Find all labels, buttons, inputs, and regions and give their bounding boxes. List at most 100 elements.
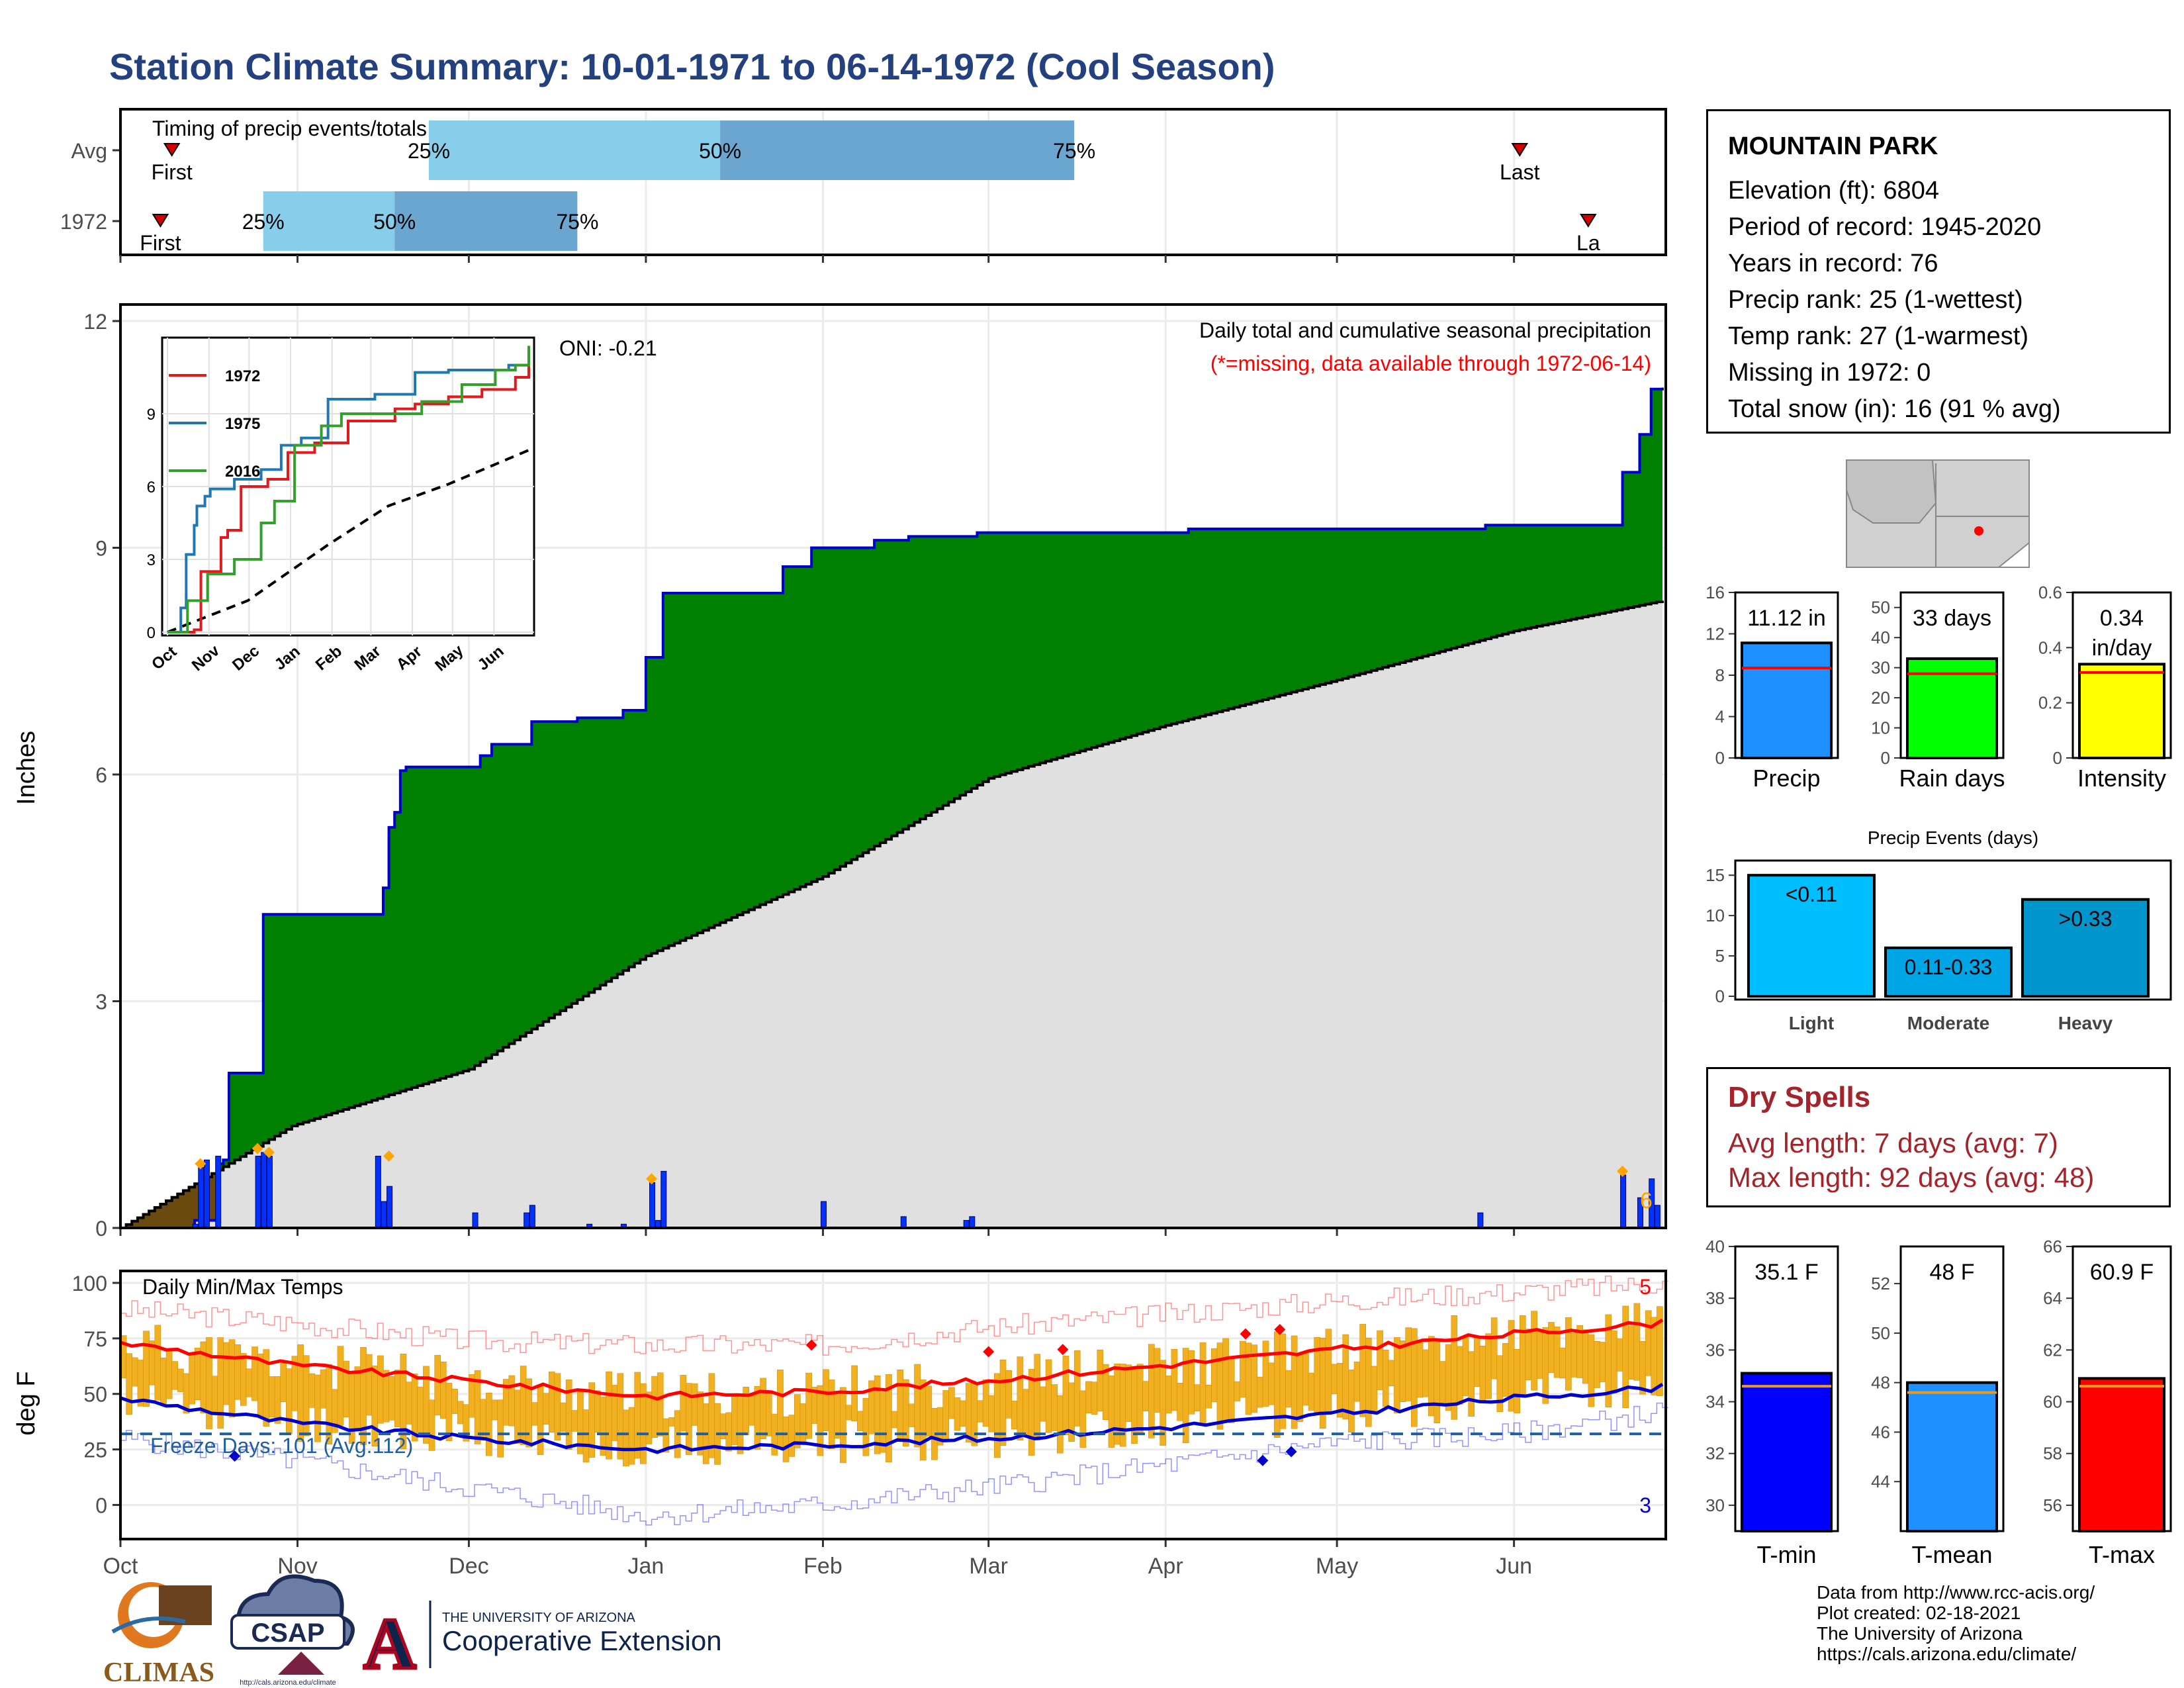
daily-temp-bar xyxy=(1359,1324,1367,1417)
inset-series-line xyxy=(167,353,530,633)
daily-temp-bar xyxy=(1496,1355,1504,1413)
value-label: 48 F xyxy=(1929,1260,1974,1285)
y-tick-label: 34 xyxy=(1706,1392,1725,1412)
daily-temp-bar xyxy=(314,1374,321,1442)
daily-temp-bar xyxy=(908,1403,915,1427)
station-name: MOUNTAIN PARK xyxy=(1728,132,1938,160)
event-category-label: Moderate xyxy=(1907,1013,1989,1033)
daily-temp-bar xyxy=(1154,1348,1161,1413)
daily-temp-bar xyxy=(177,1368,184,1392)
daily-temp-bar xyxy=(1188,1350,1195,1415)
daily-temp-bar xyxy=(548,1372,555,1433)
pct-label: 75% xyxy=(1053,139,1095,163)
inset-legend-label: 1972 xyxy=(225,367,260,385)
credit-line: Plot created: 02-18-2021 xyxy=(1817,1603,2021,1623)
value-bar xyxy=(2078,1377,2165,1532)
bar-panel-name: Rain days xyxy=(1899,765,2005,792)
record-min-line xyxy=(120,1402,1668,1526)
daily-temp-bar xyxy=(925,1385,933,1436)
daily-temp-bar xyxy=(1028,1369,1035,1456)
daily-precip-bar xyxy=(266,1156,273,1229)
y-tick-label: 6 xyxy=(95,763,107,787)
daily-temp-bar xyxy=(211,1376,218,1414)
daily-temp-bar xyxy=(354,1366,361,1429)
y-tick-label: 0 xyxy=(95,1493,107,1517)
station-row: Total snow (in): 16 (91 % avg) xyxy=(1728,395,2061,423)
daily-temp-bar xyxy=(1136,1364,1144,1434)
bar-panel-frame xyxy=(1899,591,2005,759)
daily-temp-bar xyxy=(1211,1348,1218,1403)
event-bar-label: <0.11 xyxy=(1786,882,1838,906)
daily-temp-bar xyxy=(805,1372,812,1439)
daily-temp-bar xyxy=(457,1401,464,1425)
credits: Data from http://www.rcc-acis.org/ Plot … xyxy=(1817,1582,2095,1664)
daily-temp-bar xyxy=(1582,1329,1589,1384)
value-bar xyxy=(1906,1381,1998,1532)
last-label: Last xyxy=(1500,160,1540,184)
daily-temp-bar xyxy=(1594,1341,1600,1388)
ua-letter: A xyxy=(363,1603,416,1684)
daily-precip-bar xyxy=(375,1156,381,1229)
dry-spells-panel: Dry Spells Avg length: 7 days (avg: 7) M… xyxy=(1706,1067,2171,1207)
y-tick-label: 44 xyxy=(1871,1472,1890,1491)
y-tick-label: 9 xyxy=(95,537,107,561)
inset-legend-label: 1975 xyxy=(225,415,260,433)
daily-temp-bar xyxy=(269,1376,275,1418)
inset-legend-label: 2016 xyxy=(225,463,260,481)
timing-row-label: Avg xyxy=(71,139,107,163)
y-tick-label: 62 xyxy=(2043,1340,2062,1360)
record-high-marker xyxy=(805,1339,817,1351)
y-tick-label: 40 xyxy=(1871,628,1890,647)
timing-frame xyxy=(119,108,1667,256)
bar-panel-frame xyxy=(2071,591,2172,759)
daily-temp-bar xyxy=(1240,1340,1246,1398)
freeze-days-label: Freeze Days: 101 (Avg:112) xyxy=(150,1434,413,1458)
daily-temp-bar xyxy=(954,1397,961,1431)
y-tick-label: 12 xyxy=(83,310,107,334)
daily-temp-bar xyxy=(1439,1361,1446,1403)
daily-temp-bar xyxy=(697,1391,704,1456)
daily-temp-bar xyxy=(1627,1325,1635,1380)
dry-spells-title: Dry Spells xyxy=(1728,1081,1871,1113)
daily-temp-bar xyxy=(606,1371,612,1460)
timing-bar-upper xyxy=(720,120,1075,180)
station-row: Precip rank: 25 (1-wettest) xyxy=(1728,286,2023,314)
daily-temp-bar xyxy=(1382,1350,1389,1407)
daily-temp-bar xyxy=(977,1400,983,1423)
daily-temp-bar xyxy=(828,1380,835,1449)
daily-temp-bar xyxy=(434,1354,441,1416)
dry-spells-max: Max length: 92 days (avg: 48) xyxy=(1728,1162,2095,1193)
logos: CLIMAS CSAP http://cals.arizona.edu/clim… xyxy=(103,1574,722,1688)
csap-text: CSAP xyxy=(251,1618,324,1648)
daily-temp-bar xyxy=(1468,1351,1475,1417)
daily-precip-bar xyxy=(472,1212,478,1229)
daily-temp-bar xyxy=(1462,1336,1469,1396)
daily-temp-bar xyxy=(1536,1331,1543,1379)
daily-temp-bar xyxy=(1559,1347,1567,1379)
y-axis-label: Inches xyxy=(13,731,40,805)
daily-precip-bar xyxy=(900,1216,907,1229)
daily-temp-bar xyxy=(1222,1338,1229,1423)
y-tick-label: 60 xyxy=(2043,1392,2062,1412)
station-info-panel: MOUNTAIN PARK Elevation (ft): 6804 Perio… xyxy=(1706,109,2171,434)
first-label: First xyxy=(152,160,193,184)
station-row: Missing in 1972: 0 xyxy=(1728,359,1931,387)
daily-temp-bar xyxy=(1291,1335,1298,1429)
x-tick-label: Oct xyxy=(103,1554,138,1579)
y-tick-label: 40 xyxy=(1706,1237,1725,1256)
daily-temp-bar xyxy=(799,1403,807,1444)
daily-temp-bar xyxy=(194,1347,201,1400)
daily-temp-bar xyxy=(1097,1349,1104,1412)
daily-precip-bar xyxy=(969,1216,976,1229)
precip-annotation-missing: (*=missing, data available through 1972-… xyxy=(1210,352,1651,375)
daily-temp-bar xyxy=(388,1376,395,1421)
daily-temp-bar xyxy=(782,1417,790,1462)
daily-temp-bar xyxy=(537,1385,544,1455)
record-low-marker xyxy=(1285,1446,1297,1458)
daily-temp-bar xyxy=(1525,1329,1532,1381)
daily-temp-bar xyxy=(531,1402,538,1426)
daily-temp-bar xyxy=(257,1353,264,1417)
y-tick-label: 15 xyxy=(1706,865,1725,885)
